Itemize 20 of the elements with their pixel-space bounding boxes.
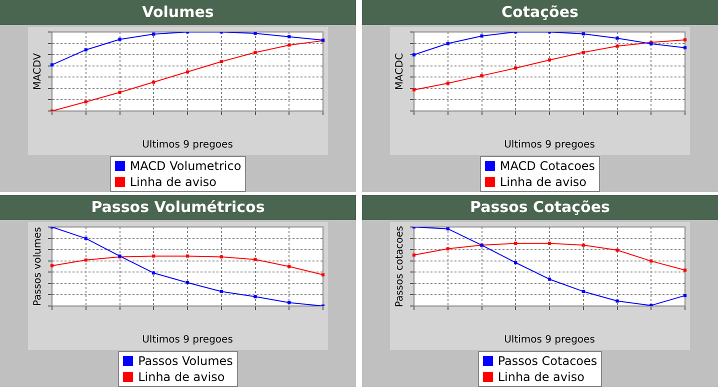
y-axis-title: MACDC bbox=[394, 53, 406, 90]
legend-label: Passos Cotacoes bbox=[498, 354, 598, 368]
chart-title: Volumes bbox=[0, 0, 356, 25]
chart-title: Passos Cotações bbox=[362, 195, 718, 220]
legend-label: Linha de aviso bbox=[498, 370, 584, 384]
x-axis-title: Ultimos 9 pregoes bbox=[504, 140, 595, 151]
x-axis-title: Ultimos 9 pregoes bbox=[142, 334, 233, 346]
x-axis-title: Ultimos 9 pregoes bbox=[142, 140, 233, 151]
chart-title: Cotações bbox=[362, 0, 718, 25]
legend-label: Linha de aviso bbox=[138, 370, 225, 384]
y-axis-title: Passos cotacoes bbox=[394, 226, 406, 308]
y-axis-title: Passos volumes bbox=[32, 227, 44, 306]
chart-title: Passos Volumétricos bbox=[0, 195, 356, 220]
legend-label: Passos Volumes bbox=[138, 354, 233, 368]
legend-label: MACD Cotacoes bbox=[500, 159, 596, 173]
legend-label: Linha de aviso bbox=[500, 175, 587, 189]
legend-label: Linha de aviso bbox=[130, 175, 216, 189]
x-axis-title: Ultimos 9 pregoes bbox=[504, 334, 595, 346]
y-axis-title: MACDV bbox=[32, 53, 44, 90]
legend-label: MACD Volumetrico bbox=[130, 159, 242, 173]
